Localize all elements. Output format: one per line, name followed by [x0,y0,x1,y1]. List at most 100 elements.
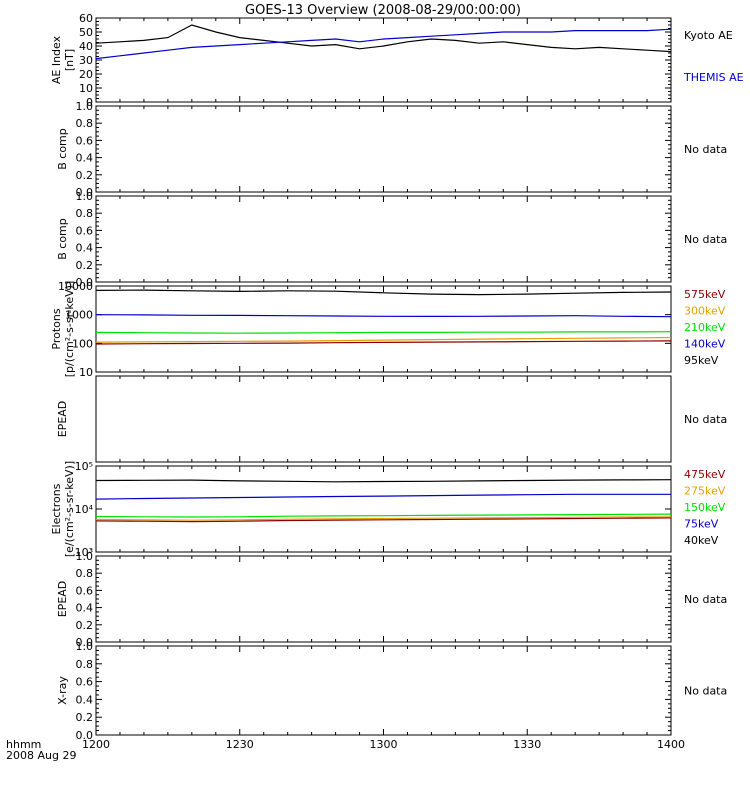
series-line-300kev [95,336,672,343]
y-tick-label: 1000 [65,309,93,322]
time-axis-corner-label-hhmm: hhmm [6,738,41,751]
y-tick-label: 0.2 [76,259,94,272]
y-tick-label: 10⁴ [75,503,94,516]
y-tick-label: 10³ [75,546,93,559]
legend-entry: 140keV [684,338,726,351]
y-axis-label: Protons [50,308,63,349]
series-line-575kev [95,340,672,345]
y-tick-label: 0.8 [76,658,94,671]
panel-frame [95,555,672,643]
x-tick-label: 1300 [370,738,398,751]
legend-entry: 150keV [684,501,726,514]
panel-frame [95,105,672,193]
legend-entry: 300keV [684,305,726,318]
y-axis-label: [nT] [63,49,76,71]
y-tick-label: 0.6 [76,584,94,597]
series-line-40kev [95,479,672,483]
no-data-label: No data [684,593,727,606]
y-tick-label: 0.2 [76,711,94,724]
panel-4: 10 100 1000 10000 Protons [p/(cm²-s-sr-keV)] 5… [50,280,726,379]
y-tick-label: 60 [79,12,93,25]
series-line-475kev [95,517,672,523]
legend-entry: 75keV [684,518,719,531]
time-axis-corner-label-date: 2008 Aug 29 [6,749,76,762]
panel-2: 0.0 0.2 0.4 0.6 0.8 1.0 B comp No data [56,100,727,199]
y-tick-label: 1.0 [76,640,94,653]
legend-entry: Kyoto AE [684,29,733,42]
y-tick-label: 0.6 [76,224,94,237]
y-tick-label: 10 [79,366,93,379]
panel-frame [95,645,672,736]
y-axis-label: B comp [56,128,69,170]
legend-entry: 475keV [684,468,726,481]
y-tick-label: 0.2 [76,169,94,182]
legend-entry: 40keV [684,534,719,547]
legend-entry: THEMIS AE [683,71,744,84]
x-tick-label: 1400 [657,738,685,751]
no-data-label: No data [684,685,727,698]
y-tick-label: 1.0 [76,550,94,563]
panel-6: 10³ 10⁴ 10⁵ Electrons [e/(cm²-s-sr-keV)] 475k… [50,460,726,559]
y-tick-label: 0.4 [76,602,94,615]
y-tick-label: 10000 [58,280,93,293]
y-tick-label: 0.4 [76,693,94,706]
y-tick-label: 100 [72,337,93,350]
panel-frame [95,195,672,283]
y-axis-label: AE Index [50,35,63,84]
no-data-label: No data [684,413,727,426]
y-tick-label: 0.8 [76,117,94,130]
y-axis-label: B comp [56,218,69,260]
y-tick-label: 1.0 [76,100,94,113]
y-tick-label: 20 [79,68,93,81]
no-data-label: No data [684,233,727,246]
panel-7: 0.0 0.2 0.4 0.6 0.8 1.0 EPEAD No data [56,550,727,649]
series-line-210kev [95,331,672,334]
series-line-kyoto-ae [95,24,672,53]
y-axis-label: [p/(cm²-s-sr-keV)] [63,281,76,378]
panel-frame [95,465,672,553]
y-axis-label: X-ray [56,676,69,705]
y-tick-label: 0.2 [76,619,94,632]
y-tick-label: 0.0 [76,276,94,289]
y-tick-label: 0.4 [76,242,94,255]
panel-frame [95,375,672,463]
series-line-150kev [95,513,672,518]
y-tick-label: 0.4 [76,152,94,165]
panel-8: 0.0 0.2 0.4 0.6 0.8 1.0 X-ray No data [56,640,727,742]
y-axis-label: EPEAD [56,581,69,618]
legend-entry: 95keV [684,354,719,367]
y-axis-label: Electrons [50,483,63,534]
y-tick-label: 0.6 [76,134,94,147]
y-tick-label: 10⁵ [75,460,93,473]
y-tick-label: 10 [79,82,93,95]
y-tick-label: 0.0 [76,729,94,742]
figure-title: GOES-13 Overview (2008-08-29/00:00:00) [245,3,521,18]
x-tick-label: 1200 [82,738,110,751]
x-tick-label: 1230 [226,738,254,751]
y-axis-label: [e/(cm²-s-sr-keV)] [63,461,76,557]
y-tick-label: 0.8 [76,567,94,580]
y-tick-label: 30 [79,54,93,67]
panel-3: 0.0 0.2 0.4 0.6 0.8 1.0 B comp No data [56,190,727,289]
legend-entry: 575keV [684,288,726,301]
y-tick-label: 0.0 [76,186,94,199]
panel-5: EPEAD No data [56,375,727,463]
y-tick-label: 0 [86,96,93,109]
no-data-label: No data [684,143,727,156]
series-line-95kev [95,289,672,296]
y-axis-label: EPEAD [56,401,69,438]
legend-entry: 275keV [684,485,726,498]
y-tick-label: 0.0 [76,636,94,649]
legend-entry: 210keV [684,321,726,334]
y-tick-label: 40 [79,40,93,53]
time-axis: 1200 1230 1300 1330 1400 [82,738,685,751]
y-tick-label: 50 [79,26,93,39]
y-tick-label: 0.8 [76,207,94,220]
x-tick-label: 1330 [513,738,541,751]
series-line-140kev [95,314,672,318]
series-line-275kev [95,516,672,521]
series-line-themis-ae [95,28,672,60]
